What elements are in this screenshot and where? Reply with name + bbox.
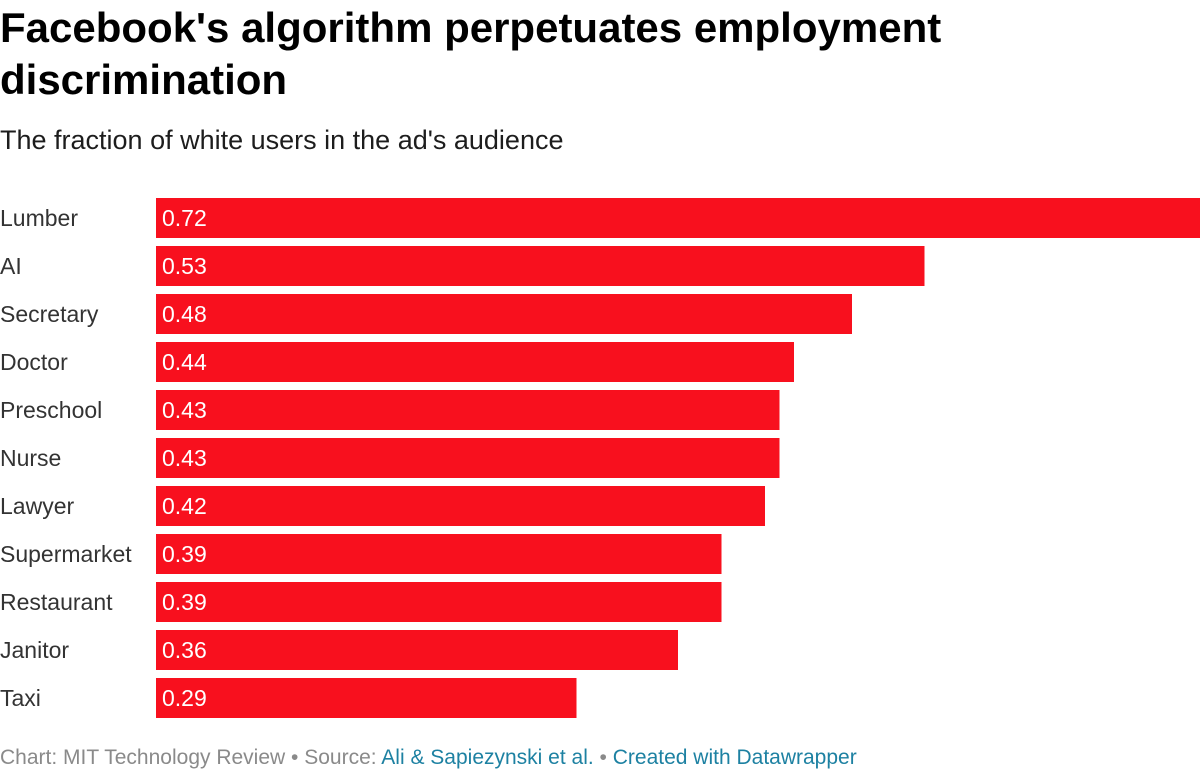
bar	[156, 390, 780, 430]
bar	[156, 438, 780, 478]
bar	[156, 534, 722, 574]
value-label: 0.44	[162, 349, 207, 375]
bar-row: Lumber 0.72	[0, 198, 1200, 238]
bar-row: Supermarket 0.39	[0, 534, 722, 574]
category-label: Nurse	[0, 445, 61, 471]
category-label: Doctor	[0, 349, 68, 375]
value-label: 0.72	[162, 205, 207, 231]
chart-footer: Chart: MIT Technology Review • Source: A…	[0, 743, 857, 773]
bar-row: Nurse 0.43	[0, 438, 780, 478]
bar	[156, 630, 678, 670]
category-label: Restaurant	[0, 589, 113, 615]
datawrapper-link[interactable]: Created with Datawrapper	[612, 746, 857, 769]
chart-subtitle: The fraction of white users in the ad's …	[0, 125, 564, 155]
bar	[156, 246, 925, 286]
value-label: 0.39	[162, 589, 207, 615]
bar-row: Secretary 0.48	[0, 294, 852, 334]
category-label: Janitor	[0, 637, 69, 663]
category-label: Preschool	[0, 397, 102, 423]
value-label: 0.43	[162, 445, 207, 471]
value-label: 0.39	[162, 541, 207, 567]
bar-row: Restaurant 0.39	[0, 582, 722, 622]
bar	[156, 342, 794, 382]
value-label: 0.36	[162, 637, 207, 663]
source-link[interactable]: Ali & Sapiezynski et al.	[381, 746, 594, 769]
footer-separator: •	[593, 746, 613, 769]
category-label: AI	[0, 253, 22, 279]
footer-separator: •	[285, 746, 305, 769]
bar-row: Taxi 0.29	[0, 678, 577, 718]
bar	[156, 198, 1200, 238]
value-label: 0.42	[162, 493, 207, 519]
bar	[156, 582, 722, 622]
bar-row: Preschool 0.43	[0, 390, 780, 430]
category-label: Lumber	[0, 205, 78, 231]
bar	[156, 678, 577, 718]
bar-row: Janitor 0.36	[0, 630, 678, 670]
category-label: Taxi	[0, 685, 41, 711]
bar-row: Doctor 0.44	[0, 342, 794, 382]
value-label: 0.43	[162, 397, 207, 423]
value-label: 0.29	[162, 685, 207, 711]
chart-credit: Chart: MIT Technology Review	[0, 746, 286, 769]
bar-chart: Lumber 0.72 AI 0.53 Secretary 0.48 Doctor 0.44 P…	[0, 198, 1200, 718]
bar-row: Lawyer 0.42	[0, 486, 765, 526]
category-label: Lawyer	[0, 493, 74, 519]
value-label: 0.53	[162, 253, 207, 279]
value-label: 0.48	[162, 301, 207, 327]
bar	[156, 486, 765, 526]
source-prefix: Source:	[304, 746, 382, 769]
category-label: Secretary	[0, 301, 99, 327]
bar	[156, 294, 852, 334]
category-label: Supermarket	[0, 541, 132, 567]
chart-title: Facebook's algorithm perpetuates employm…	[0, 4, 942, 103]
bar-row: AI 0.53	[0, 246, 925, 286]
